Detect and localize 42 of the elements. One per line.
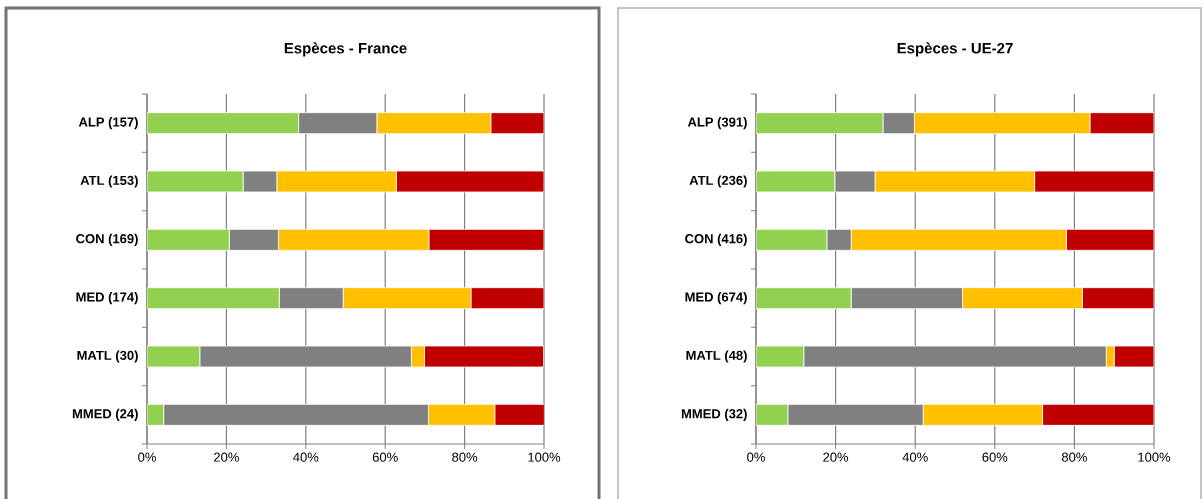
bar bbox=[147, 112, 300, 135]
bar bbox=[490, 112, 544, 135]
y-tick-label: MED (174) bbox=[76, 292, 138, 305]
y-tick-label: ALP (157) bbox=[78, 117, 138, 130]
x-tick-label: 20% bbox=[823, 452, 849, 462]
x-tick-label: 100% bbox=[528, 452, 561, 462]
bar bbox=[470, 287, 544, 310]
bar bbox=[756, 287, 852, 310]
y-tick-label: MATL (30) bbox=[77, 350, 138, 363]
x-tick-label: 60% bbox=[372, 452, 398, 462]
bar bbox=[494, 403, 544, 426]
y-tick-label: MED (674) bbox=[685, 292, 747, 305]
x-tick-label: 100% bbox=[1138, 452, 1171, 462]
bar bbox=[756, 228, 828, 251]
bar bbox=[756, 112, 884, 135]
x-tick-label: 40% bbox=[902, 452, 928, 462]
x-tick-label: 0% bbox=[138, 452, 156, 462]
y-tick-label: MMED (32) bbox=[681, 408, 747, 421]
bar bbox=[1081, 287, 1155, 310]
x-tick-label: 80% bbox=[1061, 452, 1087, 462]
bar bbox=[147, 287, 280, 310]
y-tick-label: MATL (48) bbox=[686, 350, 747, 363]
bar bbox=[1089, 112, 1155, 135]
bar bbox=[424, 345, 544, 368]
chart-title: Espèces - France bbox=[284, 42, 407, 57]
y-tick-label: ALP (391) bbox=[687, 117, 747, 130]
y-tick-label: CON (416) bbox=[685, 233, 747, 246]
bar bbox=[756, 403, 789, 426]
bar bbox=[428, 228, 544, 251]
y-tick-label: MMED (24) bbox=[72, 408, 138, 421]
chart-title: Espèces - UE-27 bbox=[897, 42, 1013, 57]
y-tick-label: CON (169) bbox=[76, 233, 138, 246]
x-tick-label: 0% bbox=[747, 452, 765, 462]
bar bbox=[147, 228, 230, 251]
y-tick-label: ATL (236) bbox=[689, 175, 747, 188]
y-tick-label: ATL (153) bbox=[80, 175, 138, 188]
x-tick-label: 20% bbox=[214, 452, 239, 462]
x-tick-label: 40% bbox=[293, 452, 319, 462]
bar bbox=[1066, 228, 1155, 251]
bar bbox=[1042, 403, 1155, 426]
x-tick-label: 60% bbox=[982, 452, 1008, 462]
x-tick-label: 80% bbox=[452, 452, 478, 462]
